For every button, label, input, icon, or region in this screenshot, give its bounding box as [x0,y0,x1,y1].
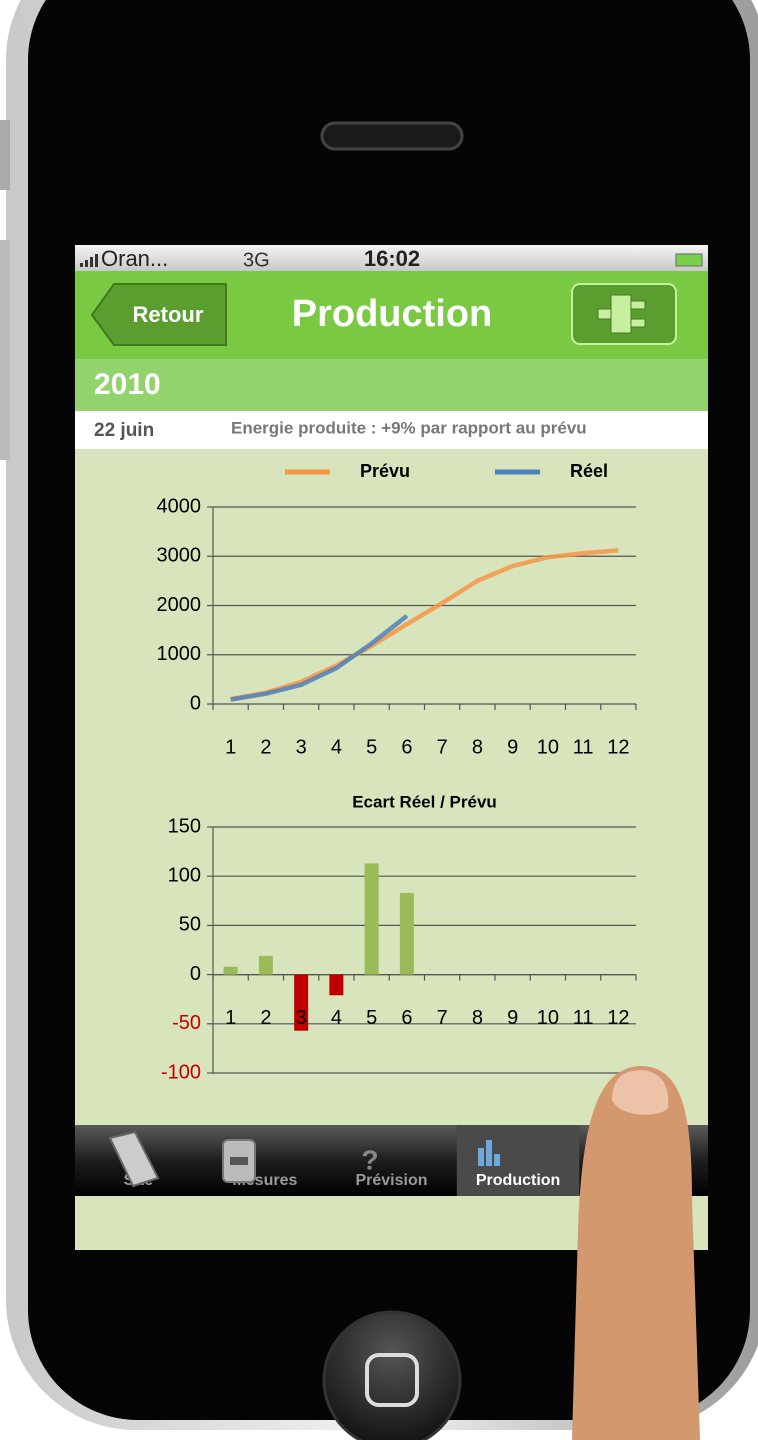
x-tick-label: 10 [537,1007,559,1029]
x-tick-label: 5 [366,1007,377,1029]
x-tick-label: 11 [573,736,594,758]
page: Oran... 3G 16:02 Retour Production 2010 … [0,0,758,1440]
x-tick-label: 1 [225,736,236,758]
x-tick-label: 11 [573,1007,594,1029]
x-tick-label: 5 [366,736,377,758]
y-tick-label: 2000 [157,594,202,616]
bar [224,967,238,975]
x-tick-label: 3 [296,736,307,758]
bar [365,863,379,974]
legend-label: Réel [570,461,608,481]
y-tick-label: 3000 [157,545,202,567]
legend-label: Prévu [360,461,410,481]
y-tick-label: 150 [168,815,201,837]
network: 3G [243,249,270,271]
y-tick-label: 4000 [157,495,202,517]
x-tick-label: 1 [225,1007,236,1029]
x-tick-label: 4 [331,736,342,758]
side-button [0,120,10,190]
x-tick-label: 10 [537,736,559,758]
x-tick-label: 12 [607,736,629,758]
x-tick-label: 7 [437,736,448,758]
volume-button [0,240,10,460]
bar [259,956,273,975]
year: 2010 [94,368,161,401]
carrier: Oran... [101,246,168,271]
y-tick-label: -50 [172,1012,201,1034]
summary-text: Energie produite : +9% par rapport au pr… [231,418,587,437]
clock: 16:02 [364,246,420,271]
y-tick-label: 0 [190,963,201,985]
bar [400,893,414,975]
x-tick-label: 8 [472,1007,483,1029]
svg-text:?: ? [361,1144,378,1175]
battery-icon [676,254,702,266]
x-tick-label: 7 [437,1007,448,1029]
phone-screen: Oran... 3G 16:02 Retour Production 2010 … [0,0,758,1440]
bar [329,975,343,996]
home-button[interactable] [324,1312,460,1440]
summary-date: 22 juin [94,420,154,441]
y-tick-label: -100 [161,1061,201,1083]
x-tick-label: 2 [260,736,271,758]
chart-title: Ecart Réel / Prévu [352,792,497,811]
y-tick-label: 0 [190,692,201,714]
speaker [322,123,462,149]
x-tick-label: 9 [507,1007,518,1029]
x-tick-label: 3 [296,1007,307,1029]
finger [572,1066,700,1440]
x-tick-label: 2 [260,1007,271,1029]
x-tick-label: 6 [401,1007,412,1029]
nav-title: Production [292,293,493,335]
x-tick-label: 12 [607,1007,629,1029]
y-tick-label: 50 [179,914,201,936]
x-tick-label: 9 [507,736,518,758]
year-bar [75,359,708,411]
x-tick-label: 8 [472,736,483,758]
x-tick-label: 6 [401,736,412,758]
tab-label[interactable]: Production [476,1172,560,1189]
y-tick-label: 1000 [157,643,202,665]
y-tick-label: 100 [168,864,201,886]
x-tick-label: 4 [331,1007,342,1029]
back-label[interactable]: Retour [133,302,204,327]
